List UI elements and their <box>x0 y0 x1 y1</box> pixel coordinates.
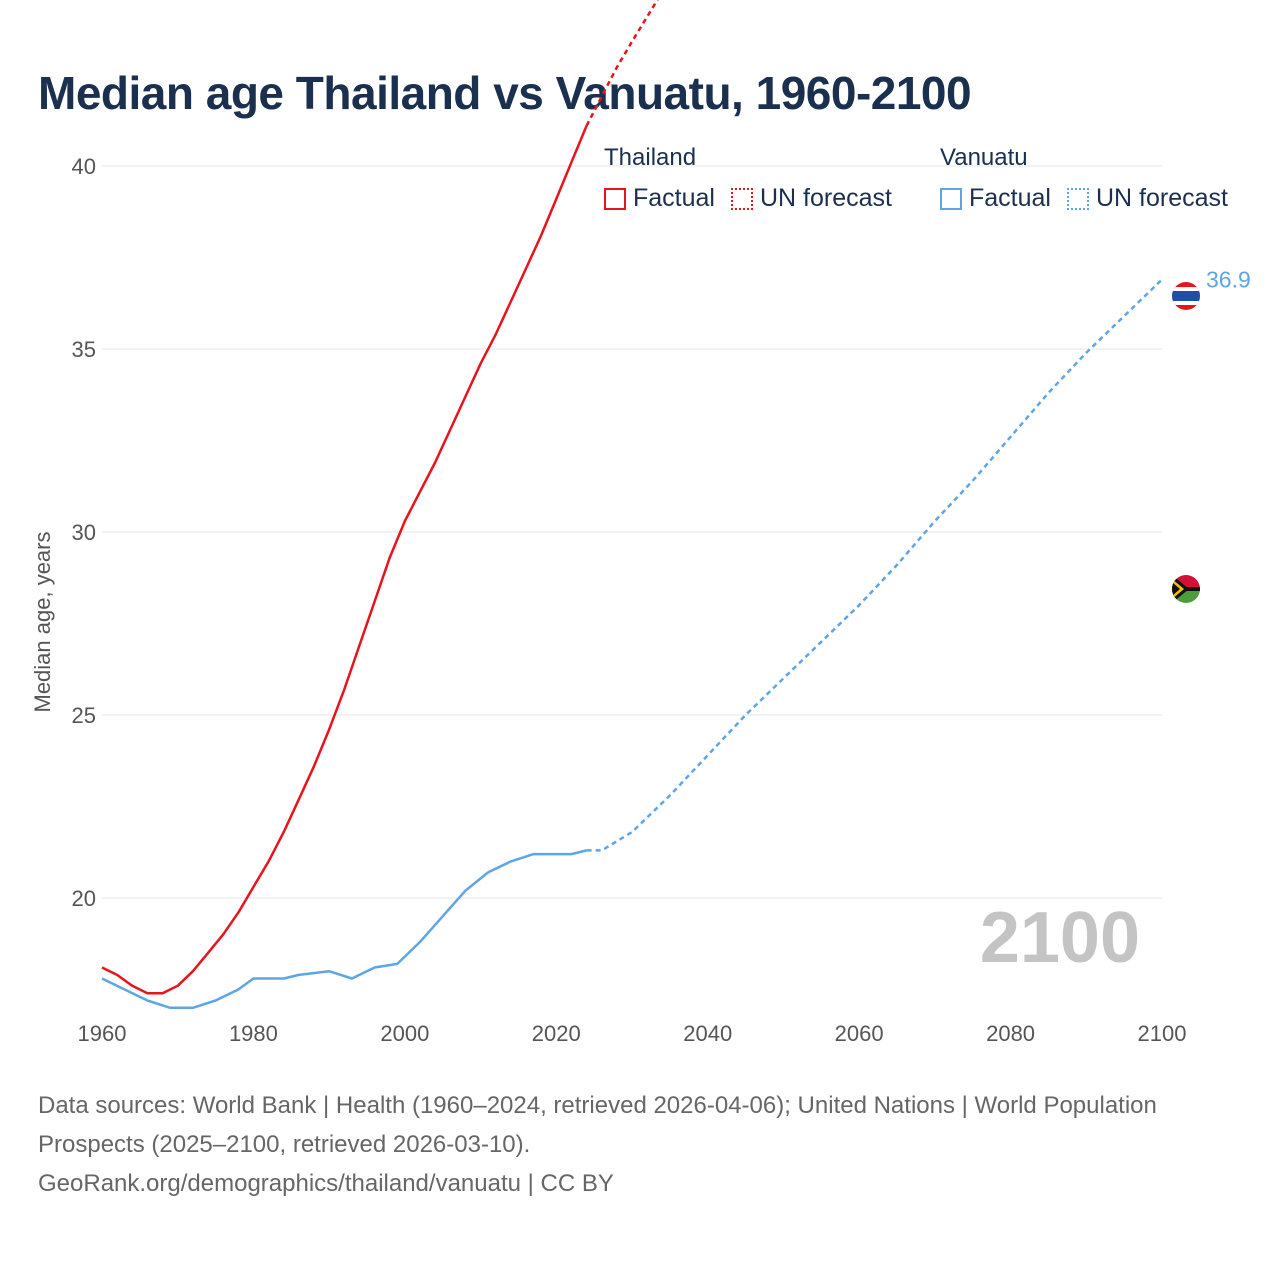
x-tick-label: 2100 <box>1138 1021 1187 1046</box>
legend-item-thailand-forecast[interactable]: UN forecast <box>730 184 892 213</box>
legend-label: UN forecast <box>759 184 892 212</box>
legend-item-vanuatu-factual[interactable]: Factual <box>940 184 1051 213</box>
x-tick-label: 2000 <box>380 1021 429 1046</box>
legend-swatch-solid <box>604 187 626 210</box>
thailand-factual-line[interactable] <box>101 125 588 995</box>
y-tick-label: 35 <box>72 337 96 362</box>
legend-label: Factual <box>633 184 715 212</box>
vanuatu-flag-icon <box>1172 575 1200 603</box>
legend-swatch-dotted <box>730 187 753 210</box>
chart-title: Median age Thailand vs Vanuatu, 1960-210… <box>38 67 972 119</box>
x-tick-label: 2040 <box>683 1021 732 1046</box>
y-tick-label: 30 <box>72 520 96 545</box>
x-tick-label: 2020 <box>532 1021 581 1046</box>
x-tick-label: 2060 <box>835 1021 884 1046</box>
year-watermark: 2100 <box>980 898 1140 978</box>
legend-label: UN forecast <box>1095 184 1228 212</box>
y-tick-label: 25 <box>72 703 96 728</box>
x-tick-label: 2080 <box>986 1021 1035 1046</box>
footer: Data sources: World Bank | Health (1960–… <box>38 1086 1218 1203</box>
legend-item-thailand-factual[interactable]: Factual <box>604 184 715 213</box>
thailand-flag-icon <box>1172 282 1200 310</box>
y-tick-label: 20 <box>72 886 96 911</box>
legend-swatch-dotted <box>1066 187 1089 210</box>
attribution: GeoRank.org/demographics/thailand/vanuat… <box>38 1170 614 1197</box>
x-tick-label: 1960 <box>78 1021 127 1046</box>
line-chart: 2025303540455019601980200020202040206020… <box>30 0 1251 1046</box>
vanuatu-forecast-line[interactable] <box>586 278 1163 852</box>
x-tick-label: 1980 <box>229 1021 278 1046</box>
thailand-forecast-line[interactable] <box>585 0 1162 127</box>
legend-item-vanuatu-forecast[interactable]: UN forecast <box>1066 184 1228 213</box>
data-sources: Data sources: World Bank | Health (1960–… <box>38 1092 1157 1158</box>
legend-group-thailand: Thailand Factual UN forecast <box>604 144 908 213</box>
legend-label: Factual <box>969 184 1051 212</box>
y-tick-label: 40 <box>72 154 96 179</box>
legend-swatch-solid <box>940 187 962 210</box>
vanuatu-factual-line[interactable] <box>101 849 587 1010</box>
vanuatu-end-value-label: 36.9 <box>1206 266 1251 292</box>
y-axis-label: Median age, years <box>30 532 55 713</box>
